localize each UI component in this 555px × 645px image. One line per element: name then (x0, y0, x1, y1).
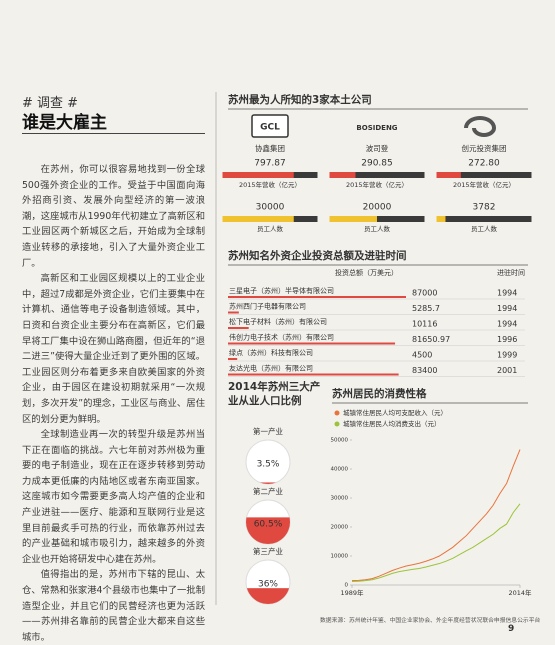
employee-label: 员工人数 (364, 224, 391, 233)
industry-value: 3.5% (257, 460, 280, 470)
employee-value: 20000 (363, 203, 392, 213)
entry-year: 1994 (497, 304, 517, 313)
logo-text: BOSIDENG (356, 124, 397, 132)
revenue-value: 290.85 (361, 159, 393, 169)
investment-bar (228, 342, 396, 345)
investment-bar (228, 327, 249, 329)
y-tick-label: 30000 (331, 496, 349, 502)
industry-name: 第三产业 (253, 546, 283, 556)
legend-label: 城镇常住居民人均可支配收入（元） (343, 408, 447, 417)
investment-value: 5285.7 (412, 304, 440, 313)
employee-bar (222, 216, 294, 222)
x-tick-label: 2014年 (508, 588, 532, 597)
entry-year: 1994 (497, 289, 517, 298)
employee-bar (329, 216, 377, 222)
legend-dot (334, 410, 340, 416)
bar-track (436, 216, 532, 222)
section-title: 苏州最为人所知的3家本土公司 (228, 93, 372, 106)
revenue-bar (329, 172, 356, 178)
investment-bar (228, 311, 239, 314)
section-title: 苏州知名外资企业投资总额及进驻时间 (228, 249, 407, 262)
industry-fill (246, 588, 290, 604)
x-tick-label: 1989年 (340, 588, 364, 597)
industry-name: 第二产业 (253, 486, 283, 496)
industry-name: 第一产业 (253, 426, 283, 436)
y-tick-label: 40000 (331, 467, 349, 473)
paragraph: 在苏州，你可以很容易地找到一份全球500强外资企业的工作。受益于中国面向海外招商… (22, 164, 205, 269)
revenue-label: 2015年营收（亿元） (239, 180, 301, 189)
company-name: 三星电子（苏州）半导体有限公司 (229, 286, 334, 295)
employee-label: 员工人数 (471, 224, 498, 233)
company-name: 松下电子材料（苏州）有限公司 (229, 317, 327, 326)
investment-value: 81650.97 (412, 335, 450, 344)
chuangyuan-logo (464, 116, 497, 137)
entry-year: 1994 (497, 320, 517, 329)
series-line (351, 503, 521, 583)
logo-text: GCL (260, 123, 280, 133)
y-tick-label: 20000 (331, 525, 349, 531)
series-line (351, 449, 521, 582)
revenue-label: 2015年营收（亿元） (346, 180, 408, 189)
industry-fill (246, 482, 290, 484)
title-rule (22, 133, 205, 134)
page-number: 9 (508, 624, 515, 634)
investment-value: 83400 (412, 366, 437, 375)
bar-track (436, 172, 532, 178)
investment-value: 87000 (412, 289, 437, 298)
industry-value: 36% (258, 580, 278, 590)
revenue-value: 797.87 (254, 159, 286, 169)
company-name: 苏州西门子电器有限公司 (229, 302, 306, 311)
revenue-bar (436, 172, 461, 178)
company-name: 创元投资集团 (462, 143, 507, 153)
investment-bar (228, 358, 238, 360)
investment-value: 10116 (412, 320, 437, 329)
y-tick-label: 0 (345, 583, 349, 589)
company-name: 波司登 (366, 143, 389, 153)
paragraph: 高新区和工业园区规模以上的工业企业中，超过7成都是外资企业，它们主要集中在计算机… (22, 273, 205, 425)
investment-bar (228, 373, 399, 376)
section-title: 苏州居民的消费性格 (332, 387, 427, 400)
y-tick-label: 10000 (331, 554, 349, 560)
employee-value: 3782 (473, 203, 496, 213)
bar-track (329, 172, 425, 178)
company-name: 友达光电（苏州）有限公司 (229, 364, 313, 373)
page-title: 谁是大雇主 (22, 113, 107, 133)
investment-bar (228, 296, 406, 298)
entry-year: 1996 (497, 335, 517, 344)
paragraph: 值得指出的是，苏州市下辖的昆山、太仓、常熟和张家港4个县级市也集中了一批制造型企… (22, 569, 205, 643)
paragraph: 全球制造业再一次的转型升级是苏州当下正在面临的挑战。六七年前对苏州极为重要的电子… (22, 429, 205, 565)
article: 在苏州，你可以很容易地找到一份全球500强外资企业的工作。受益于中国面向海外招商… (22, 162, 205, 645)
revenue-bar (222, 172, 294, 178)
revenue-value: 272.80 (468, 159, 500, 169)
section-tag: # 调查 # (22, 96, 79, 111)
y-tick-label: 50000 (331, 438, 349, 444)
company-name: 协鑫集团 (255, 143, 285, 153)
column-header: 投资总额（万美元） (335, 268, 398, 277)
employee-label: 员工人数 (257, 224, 284, 233)
entry-year: 2001 (497, 366, 517, 375)
company-name: 绿点（苏州）科技有限公司 (229, 348, 313, 357)
column-header: 进驻时间 (497, 268, 525, 277)
entry-year: 1999 (497, 351, 517, 360)
source: 数据来源：苏州统计年鉴、中国企业家协会、外企年度经营状况联合申报信息公示平台 (320, 618, 541, 624)
investment-value: 4500 (412, 351, 432, 360)
company-name: 伟创力电子技术（苏州）有限公司 (229, 333, 334, 342)
employee-bar (436, 216, 446, 222)
industry-title: 2014年苏州三大产业从业人口比例 (228, 381, 321, 407)
revenue-label: 2015年营收（亿元） (453, 180, 515, 189)
industry-value: 60.5% (254, 520, 283, 530)
legend-label: 城镇常住居民人均消费支出（元） (343, 419, 441, 428)
legend-dot (334, 421, 340, 427)
employee-value: 30000 (256, 203, 285, 213)
gcl-logo (251, 114, 289, 138)
